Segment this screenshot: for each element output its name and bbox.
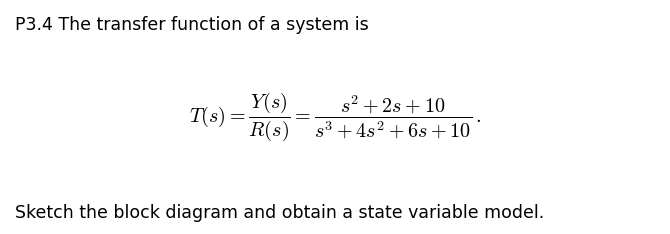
Text: $T(s) = \dfrac{Y(s)}{R(s)} = \dfrac{s^2 + 2s + 10}{s^3 + 4s^2 + 6s + 10}\,.$: $T(s) = \dfrac{Y(s)}{R(s)} = \dfrac{s^2 … (189, 91, 481, 143)
Text: P3.4 The transfer function of a system is: P3.4 The transfer function of a system i… (15, 16, 368, 34)
Text: Sketch the block diagram and obtain a state variable model.: Sketch the block diagram and obtain a st… (15, 204, 544, 222)
